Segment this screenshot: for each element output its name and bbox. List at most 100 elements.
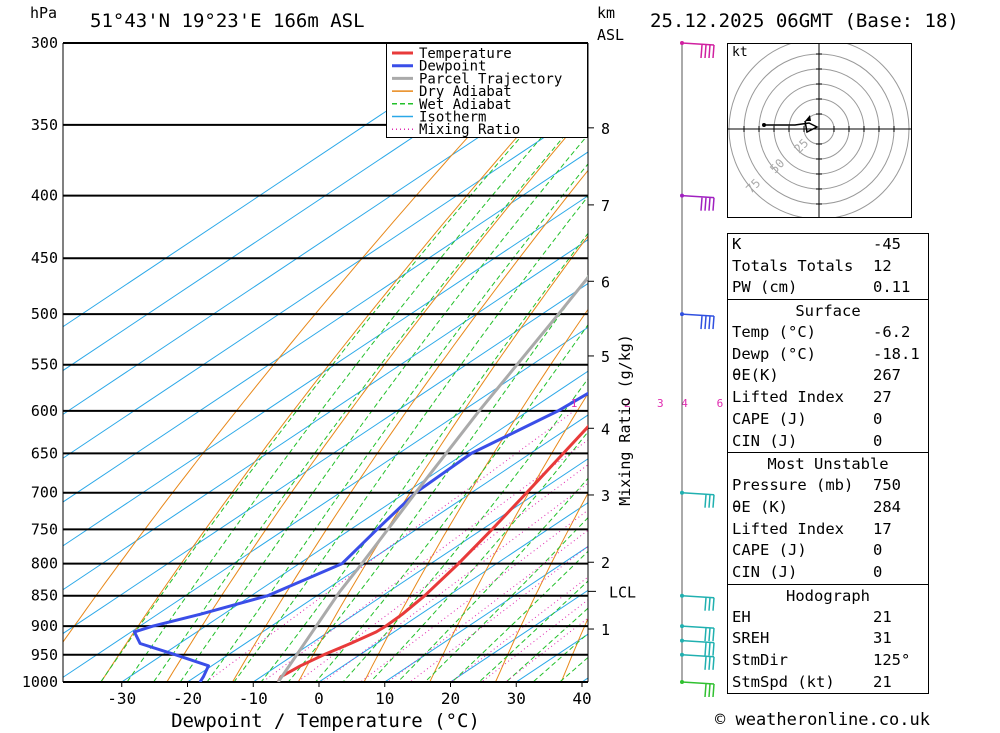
- surface-row: Lifted Index 27: [728, 387, 928, 409]
- isotherm-line: [449, 589, 588, 682]
- wet-adiabat-line: [369, 430, 588, 682]
- x-tick-label: 40: [572, 689, 591, 708]
- km-tick-label: 2: [601, 554, 610, 572]
- wind-barb-feather: [704, 597, 707, 611]
- hpa-unit: hPa: [30, 4, 58, 22]
- pressure-tick-label: 900: [31, 617, 58, 635]
- index-value: 750: [873, 476, 901, 495]
- copyright[interactable]: © weatheronline.co.uk: [715, 710, 930, 730]
- index-value: -45: [873, 235, 901, 253]
- x-tick-label: -20: [173, 689, 202, 708]
- km-tick-label: 4: [601, 420, 610, 438]
- axis-labels: 1234681015202530035040045050055060065070…: [22, 34, 863, 732]
- index-key: Lifted Index: [732, 519, 844, 538]
- legend: Temperature Dewpoint Parcel Trajectory Dry …: [386, 43, 588, 138]
- pressure-tick-label: 800: [31, 555, 58, 573]
- mixing-ratio-label: 2: [624, 397, 631, 410]
- index-key: EH: [732, 607, 751, 626]
- legend-label: Mixing Ratio: [419, 122, 520, 137]
- hodograph-title: Hodograph: [728, 583, 928, 607]
- index-key: Dewp (°C): [732, 344, 816, 363]
- pressure-tick-label: 750: [31, 520, 58, 538]
- hodograph-unit: kt: [732, 45, 748, 60]
- km-unit: km: [597, 4, 616, 22]
- index-value: 17: [873, 519, 892, 538]
- wind-barb-feather: [708, 683, 711, 698]
- wind-barb-feather: [712, 316, 715, 330]
- index-key: StmDir: [732, 651, 788, 669]
- legend-label: Wet Adiabat: [419, 97, 512, 113]
- wind-barb-feather: [704, 642, 707, 656]
- km-tick-label: 5: [601, 348, 610, 366]
- wind-barb: [680, 680, 715, 698]
- general-row: Totals Totals 12: [728, 256, 928, 278]
- wind-barb-feather: [704, 683, 707, 698]
- isotherm-line: [63, 282, 588, 635]
- x-tick-label: 0: [314, 689, 324, 708]
- wind-barb-shaft: [681, 681, 715, 685]
- index-value: -6.2: [873, 323, 911, 342]
- isobars: [62, 42, 589, 683]
- surface-row: θE(K) 267: [728, 365, 928, 387]
- index-key: CIN (J): [732, 562, 798, 581]
- wind-barb-shaft: [681, 625, 715, 629]
- dewpoint-line: [132, 391, 588, 682]
- mixing-ratio-line: [205, 410, 575, 682]
- mixing-ratio-label: 1: [571, 397, 578, 410]
- surface-row: CIN (J) 0: [728, 431, 928, 453]
- wet-adiabat-line: [532, 632, 588, 682]
- wind-barb: [680, 638, 715, 656]
- wind-barb-feather: [712, 494, 715, 508]
- wind-barb-shaft: [681, 42, 715, 46]
- wet-adiabat-line: [451, 550, 588, 682]
- most-unstable-row: CAPE (J) 0: [728, 540, 928, 562]
- mixing-ratio-line: [359, 509, 588, 682]
- x-axis-label: Dewpoint / Temperature (°C): [171, 710, 480, 732]
- pressure-tick-label: 500: [31, 305, 58, 323]
- indices-panel: K -45 Totals Totals 12 PW (cm) 0.11 Surface T…: [727, 233, 929, 695]
- mixing-ratio-label: 3: [657, 397, 664, 410]
- wind-barb: [680, 624, 715, 642]
- wet-adiabat-line: [206, 163, 588, 682]
- isotherm-line: [63, 326, 588, 678]
- pressure-tick-label: 300: [31, 34, 58, 52]
- pressure-tick-label: 650: [31, 444, 58, 462]
- x-tick-label: 20: [441, 689, 460, 708]
- hodograph-row: StmSpd (kt) 21: [728, 672, 928, 694]
- surface-row: Temp (°C) -6.2: [728, 322, 928, 344]
- dry-adiabat-line: [63, 43, 554, 643]
- dry-adiabat-line: [951, 6, 1000, 708]
- wind-barb-feather: [704, 197, 707, 211]
- index-key: CAPE (J): [732, 541, 807, 560]
- index-key: Lifted Index: [732, 388, 844, 407]
- wind-barb-feather: [712, 683, 715, 698]
- wind-barb-feather: [708, 44, 711, 59]
- index-value: 0.11: [873, 278, 911, 297]
- pressure-tick-label: 850: [31, 587, 58, 605]
- wet-adiabat-line: [126, 82, 588, 682]
- station-location: 51°43'N 19°23'E 166m ASL: [90, 10, 365, 32]
- most-unstable-row: θE (K) 284: [728, 497, 928, 519]
- index-value: 0: [873, 562, 883, 581]
- km-tick-label: 1: [601, 621, 610, 639]
- x-tick-label: 30: [507, 689, 526, 708]
- km-tick-label: 6: [601, 273, 610, 291]
- dry-adiabat-line: [100, 55, 588, 682]
- dry-adiabat-line: [297, 235, 588, 682]
- index-key: StmSpd (kt): [732, 672, 835, 691]
- legend-label: Dewpoint: [419, 59, 486, 75]
- wind-barb-feather: [712, 628, 715, 642]
- wind-barb-feather: [700, 44, 703, 59]
- dry-adiabat-line: [429, 392, 588, 682]
- x-tick-label: -10: [239, 689, 268, 708]
- index-key: PW (cm): [732, 278, 798, 297]
- wind-barb: [680, 41, 715, 59]
- pressure-tick-label: 350: [31, 116, 58, 134]
- hodograph-row: StmDir 125°: [728, 650, 928, 672]
- wind-barb-feather: [708, 197, 711, 211]
- index-value: 267: [873, 366, 901, 385]
- mixing-ratio-line: [387, 529, 588, 682]
- wind-barb-shaft: [681, 491, 715, 496]
- km-tick-label: 3: [601, 487, 610, 505]
